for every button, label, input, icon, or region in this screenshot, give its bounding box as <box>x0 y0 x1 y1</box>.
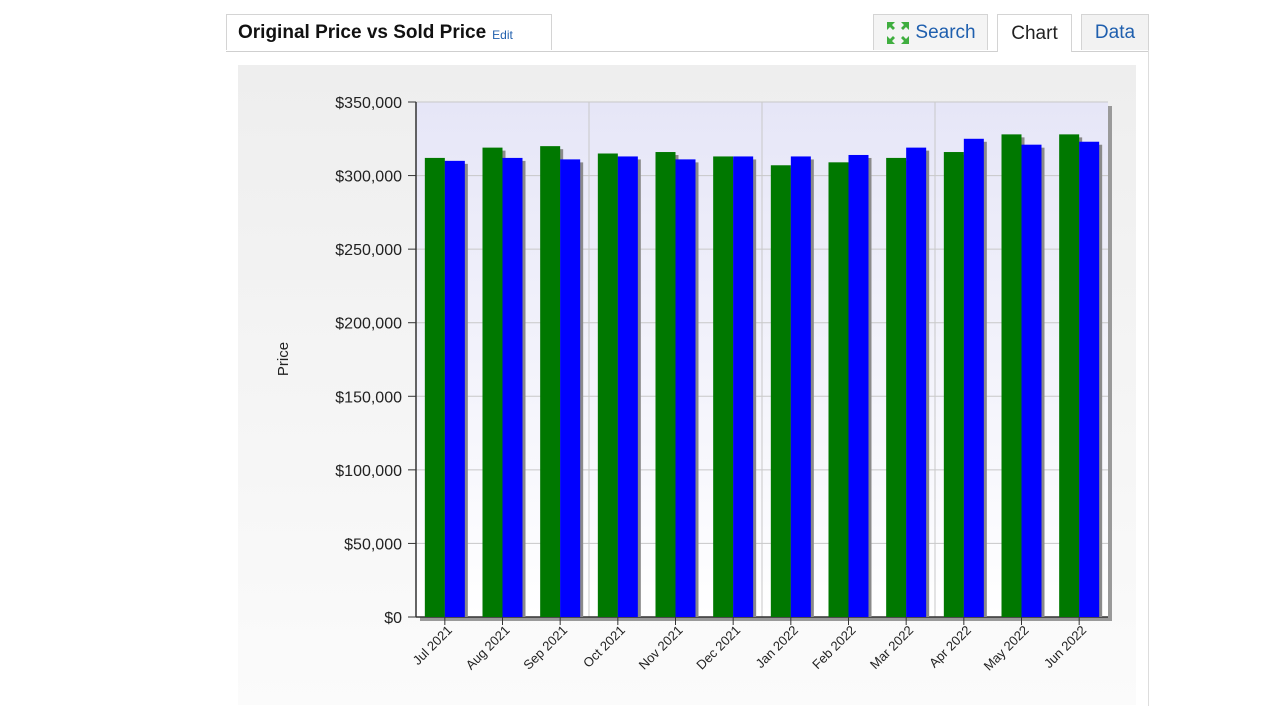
bar-sold-price <box>617 156 638 617</box>
y-tick-label: $50,000 <box>344 536 402 553</box>
y-tick-label: $150,000 <box>335 389 402 406</box>
chart-container: $0 $50,000 $100,000 $150,000 $200,000 $250,00… <box>238 65 1136 705</box>
bar-original-price <box>770 165 791 617</box>
edit-link[interactable]: Edit <box>492 27 513 42</box>
tab-chart[interactable]: Chart <box>997 14 1072 52</box>
panel-header: Original Price vs Sold Price Edit Search… <box>226 14 1149 52</box>
tab-search[interactable]: Search <box>873 14 988 50</box>
bar-original-price <box>597 153 618 617</box>
bar-original-price <box>828 162 849 617</box>
y-tick-label: $250,000 <box>335 242 402 259</box>
bar-original-price <box>886 157 907 617</box>
expand-arrows-icon <box>887 21 910 44</box>
panel-right-border <box>1148 50 1149 706</box>
bar-sold-price <box>560 159 581 617</box>
bar-sold-price <box>675 159 696 617</box>
bar-sold-price <box>1021 144 1042 617</box>
bar-sold-price <box>963 138 984 617</box>
y-tick-label: $300,000 <box>335 169 402 186</box>
bar-original-price <box>1059 134 1080 617</box>
bar-chart: $0 $50,000 $100,000 $150,000 $200,000 $250,00… <box>238 65 1136 705</box>
bar-sold-price <box>502 157 523 617</box>
bar-sold-price <box>906 147 927 617</box>
bar-original-price <box>482 147 503 617</box>
bar-sold-price <box>1079 141 1100 617</box>
tab-data[interactable]: Data <box>1081 14 1149 50</box>
title-tab: Original Price vs Sold Price Edit <box>226 14 552 50</box>
bar-original-price <box>655 152 676 617</box>
y-axis-label: Price <box>275 342 292 376</box>
tab-data-label: Data <box>1094 21 1136 43</box>
page-title: Original Price vs Sold Price <box>238 21 487 43</box>
bar-original-price <box>1001 134 1022 617</box>
bar-original-price <box>424 157 445 617</box>
bar-original-price <box>540 146 561 617</box>
bar-original-price <box>713 156 734 617</box>
y-tick-label: $350,000 <box>335 95 402 112</box>
bar-sold-price <box>848 154 869 617</box>
bar-sold-price <box>733 156 754 617</box>
y-tick-label: $0 <box>384 610 402 627</box>
bar-sold-price <box>444 160 465 617</box>
y-tick-label: $200,000 <box>335 316 402 333</box>
tab-chart-label: Chart <box>1011 22 1058 44</box>
y-tick-label: $100,000 <box>335 463 402 480</box>
bar-original-price <box>943 152 964 617</box>
bar-sold-price <box>790 156 811 617</box>
tab-search-label: Search <box>915 21 976 43</box>
